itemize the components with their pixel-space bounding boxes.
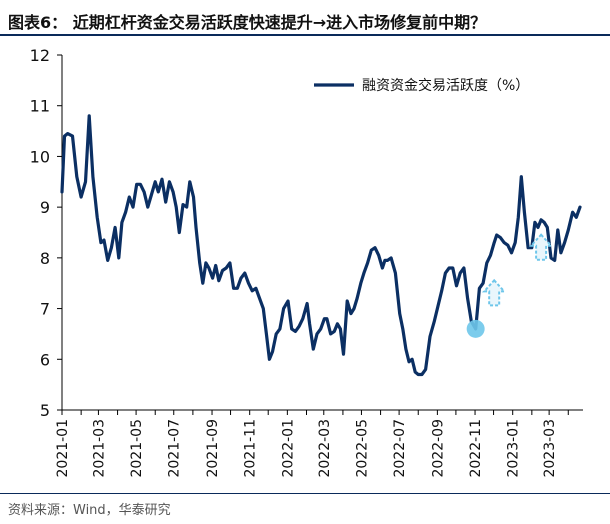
y-tick-label: 6 [40, 350, 50, 369]
y-tick-label: 7 [40, 300, 50, 319]
top-divider [0, 34, 610, 36]
y-axis: 5 6 7 8 9 10 11 12 [30, 46, 62, 420]
x-axis: 2021-01 2021-03 2021-05 2021-07 2021-09 2021-… [55, 410, 569, 478]
y-tick-label: 10 [30, 147, 50, 166]
y-tick-label: 12 [30, 46, 50, 65]
y-tick-label: 9 [40, 198, 50, 217]
x-tick-label: 2022-11 [468, 419, 484, 478]
line-chart: 5 6 7 8 9 10 11 12 2021-01 2021-03 2021-05 2021-07… [30, 46, 583, 478]
plot-frame [61, 55, 583, 411]
annotations [466, 233, 554, 338]
x-tick-label: 2021-11 [243, 419, 259, 478]
series-line [60, 114, 582, 377]
source-note: 资料来源：Wind，华泰研究 [8, 503, 171, 518]
arrow-up-icon [528, 233, 554, 261]
legend: 融资资金交易活跃度（%） [314, 77, 529, 94]
bottom-divider [0, 493, 610, 494]
x-tick-label: 2021-01 [55, 419, 71, 478]
y-tick-label: 8 [40, 249, 50, 268]
y-tick-label: 5 [40, 401, 50, 420]
x-tick-label: 2021-05 [129, 419, 145, 478]
x-tick-label: 2021-03 [91, 419, 107, 478]
x-tick-label: 2021-07 [167, 419, 183, 478]
x-tick-label: 2023-03 [542, 419, 558, 478]
legend-label: 融资资金交易活跃度（%） [362, 77, 529, 94]
x-tick-label: 2022-07 [392, 419, 408, 478]
x-tick-label: 2022-09 [430, 419, 446, 478]
highlight-point [466, 319, 485, 338]
x-tick-label: 2023-01 [506, 419, 522, 478]
y-tick-label: 11 [30, 97, 50, 116]
x-tick-label: 2022-01 [280, 419, 296, 478]
arrow-up-icon [481, 278, 507, 307]
x-tick-label: 2022-03 [317, 419, 333, 478]
chart-title: 图表6： 近期杠杆资金交易活跃度快速提升→进入市场修复前中期？ [8, 13, 487, 32]
x-tick-label: 2022-05 [354, 419, 370, 478]
x-tick-label: 2021-09 [205, 419, 221, 478]
